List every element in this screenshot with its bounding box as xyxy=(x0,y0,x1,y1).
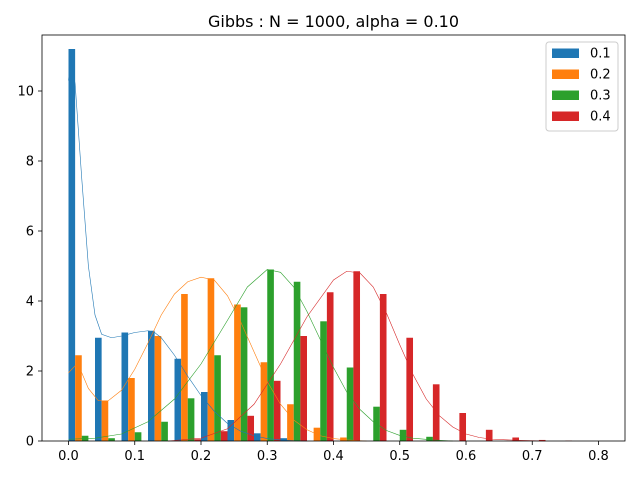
bar-series-0.2-bin-7 xyxy=(260,362,268,441)
bar-series-0.1-bin-1 xyxy=(95,337,102,441)
x-tick-label: 0.8 xyxy=(588,449,609,464)
bar-series-0.1-bin-7 xyxy=(254,433,261,441)
bar-series-0.1-bin-2 xyxy=(121,332,129,441)
bar-series-0.3-bin-1 xyxy=(108,438,115,441)
bar-series-0.1-bin-3 xyxy=(148,330,155,441)
y-tick-label: 6 xyxy=(26,225,34,240)
bar-series-0.3-bin-12 xyxy=(399,429,407,441)
bar-series-0.2-bin-10 xyxy=(340,437,347,441)
bar-series-0.2-bin-4 xyxy=(181,294,188,441)
bar-series-0.3-bin-7 xyxy=(267,269,274,441)
bar-series-0.1-bin-5 xyxy=(201,392,208,441)
x-tick-label: 0.7 xyxy=(522,449,543,464)
bar-series-0.3-bin-2 xyxy=(134,432,142,441)
x-tick-label: 0.5 xyxy=(389,449,410,464)
y-tick-label: 2 xyxy=(26,365,34,380)
bar-series-0.1-bin-8 xyxy=(280,438,288,441)
legend-label-0.2: 0.2 xyxy=(590,68,611,83)
x-tick-label: 0.0 xyxy=(58,449,79,464)
bar-series-0.4-bin-11 xyxy=(379,294,387,441)
bar-series-0.4-bin-15 xyxy=(485,429,493,441)
legend-label-0.1: 0.1 xyxy=(590,47,611,62)
bar-series-0.4-bin-10 xyxy=(353,271,361,441)
bar-series-0.1-bin-4 xyxy=(174,358,182,441)
bar-series-0.3-bin-13 xyxy=(426,436,433,441)
y-tick-label: 10 xyxy=(17,85,34,100)
bar-series-0.2-bin-0 xyxy=(75,355,82,441)
y-tick-label: 4 xyxy=(26,295,34,310)
kde-curve-0.2 xyxy=(68,276,367,442)
bar-series-0.4-bin-4 xyxy=(194,439,202,441)
bar-series-0.2-bin-6 xyxy=(234,304,241,441)
legend: 0.1 0.2 0.3 0.4 xyxy=(545,41,619,132)
bar-series-0.4-bin-16 xyxy=(512,437,520,441)
bar-series-0.4-bin-9 xyxy=(326,292,334,441)
legend-swatch-0.4 xyxy=(552,111,579,121)
bar-series-0.4-bin-12 xyxy=(406,337,414,441)
legend-swatch-0.1 xyxy=(552,48,579,58)
kde-curve-0.3 xyxy=(68,269,453,442)
chart-title: Gibbs : N = 1000, alpha = 0.10 xyxy=(208,12,459,31)
x-tick-label: 0.4 xyxy=(323,449,344,464)
kde-curve-0.4 xyxy=(167,270,546,442)
x-axis: 0.0 0.1 0.2 0.3 0.4 0.5 0.6 0.7 0.8 xyxy=(58,441,609,464)
legend-swatch-0.3 xyxy=(552,90,579,100)
y-axis: 0 2 4 6 8 10 xyxy=(17,85,42,450)
bar-series-0.4-bin-5 xyxy=(220,431,228,441)
bar-series-0.3-bin-4 xyxy=(187,398,195,441)
bar-series-0.3-bin-6 xyxy=(240,307,248,441)
legend-frame xyxy=(545,41,619,132)
bar-series-0.4-bin-14 xyxy=(459,413,467,441)
bar-series-0.2-bin-1 xyxy=(101,400,109,441)
bar-series-0.3-bin-9 xyxy=(320,321,327,441)
y-tick-label: 0 xyxy=(26,435,34,450)
bar-series-0.2-bin-5 xyxy=(207,278,215,441)
kde-curve-0.1 xyxy=(68,55,308,442)
x-tick-label: 0.2 xyxy=(191,449,212,464)
bar-series-0.2-bin-2 xyxy=(128,378,135,441)
bar-series-0.1-bin-0 xyxy=(68,49,76,441)
bar-series-0.4-bin-13 xyxy=(432,384,440,441)
kde-layer xyxy=(68,55,546,442)
bar-series-0.4-bin-8 xyxy=(300,336,307,441)
bar-series-0.3-bin-3 xyxy=(161,421,168,441)
bar-series-0.3-bin-8 xyxy=(293,281,301,441)
bar-series-0.1-bin-6 xyxy=(227,420,235,441)
legend-swatch-0.2 xyxy=(552,69,579,79)
bar-series-0.3-bin-5 xyxy=(214,355,221,441)
x-tick-label: 0.1 xyxy=(124,449,145,464)
bar-series-0.4-bin-17 xyxy=(538,439,546,441)
legend-label-0.3: 0.3 xyxy=(590,89,611,104)
x-tick-label: 0.6 xyxy=(456,449,477,464)
bar-series-0.2-bin-8 xyxy=(287,404,294,441)
bar-series-0.4-bin-7 xyxy=(273,380,281,441)
x-tick-label: 0.3 xyxy=(257,449,278,464)
y-tick-label: 8 xyxy=(26,155,34,170)
bar-series-0.2-bin-3 xyxy=(154,336,162,441)
legend-label-0.4: 0.4 xyxy=(590,110,611,125)
bar-series-0.4-bin-6 xyxy=(247,415,255,441)
bar-series-0.3-bin-10 xyxy=(346,367,354,441)
